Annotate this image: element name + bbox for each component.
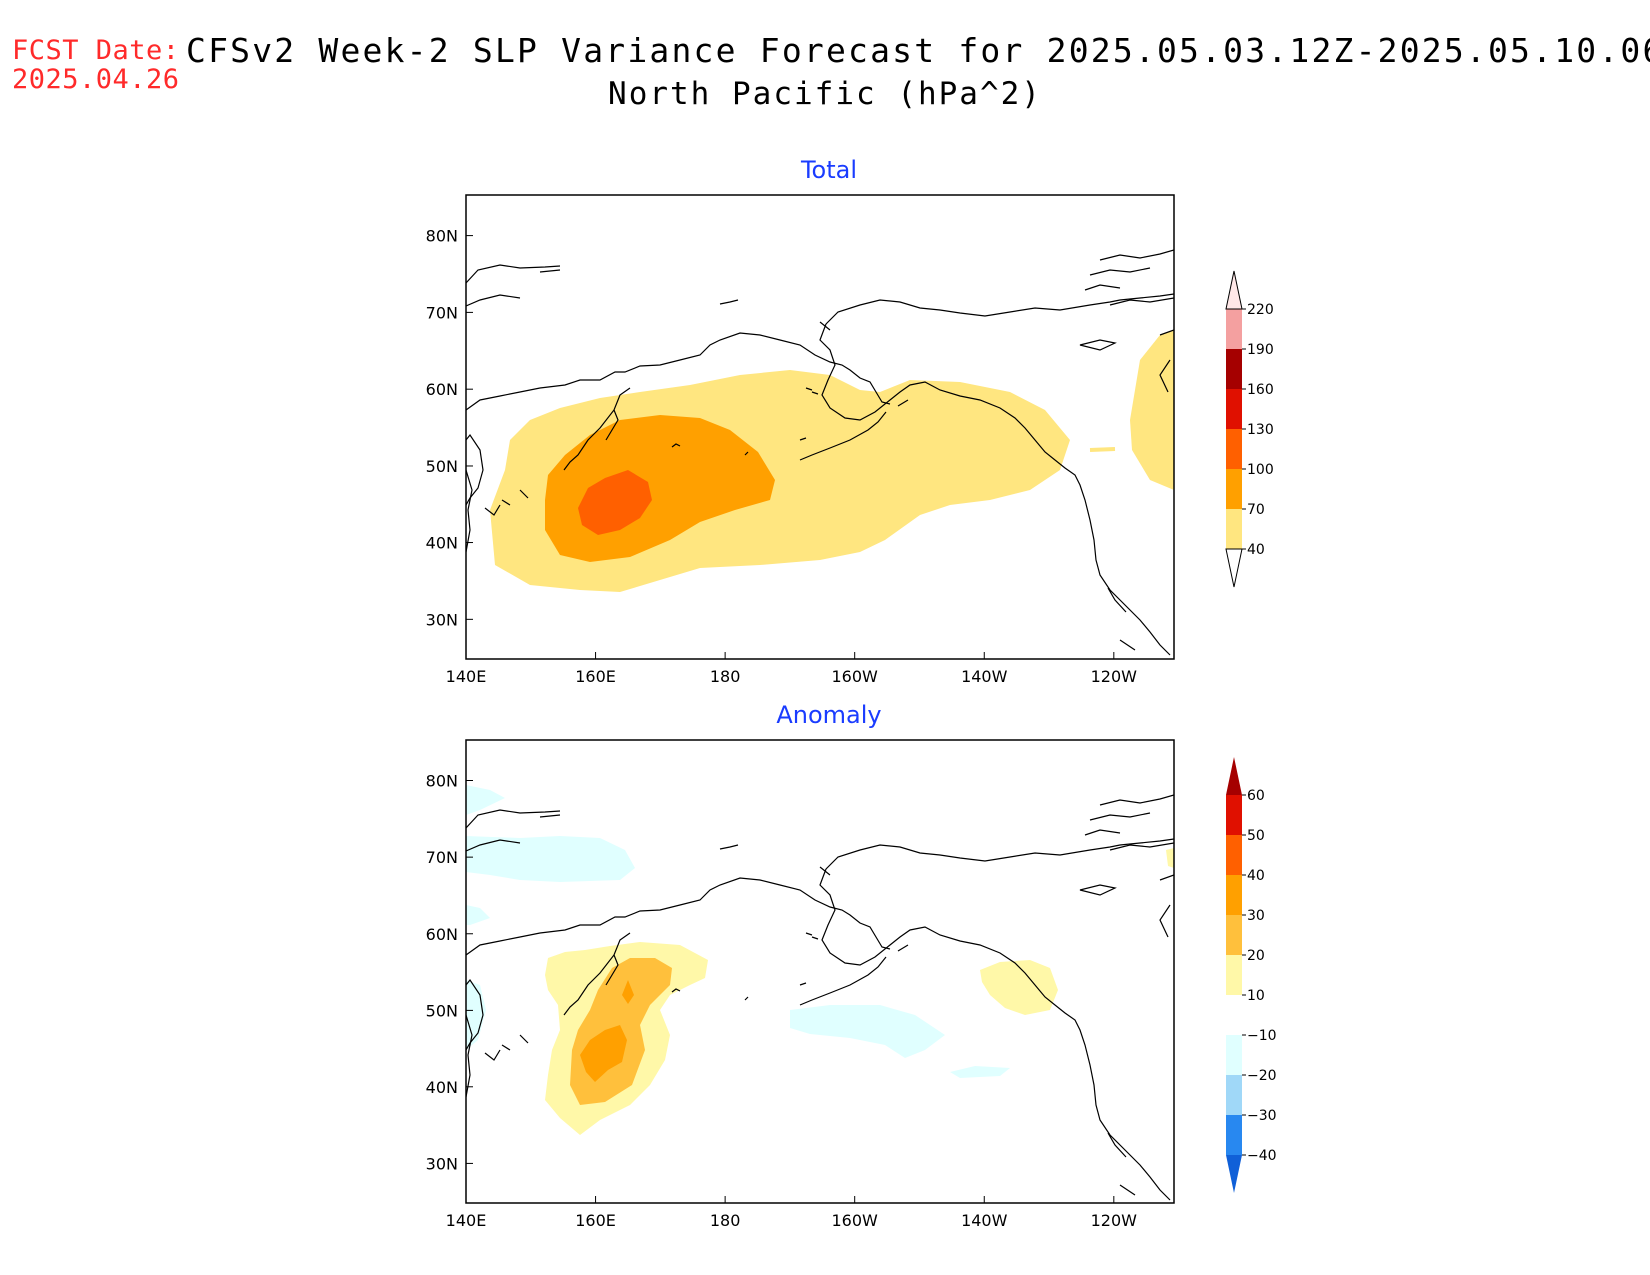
- anomaly-pos-30: [580, 1025, 627, 1082]
- lon-tick-label: 160W: [832, 1211, 879, 1230]
- lat-tick-label: 40N: [426, 1078, 458, 1097]
- colorbar-label: −30: [1247, 1108, 1277, 1124]
- colorbar-label: 160: [1247, 382, 1274, 398]
- lon-tick-label: 140W: [961, 667, 1008, 686]
- colorbar-arrow-bottom: [1226, 1155, 1242, 1193]
- lat-tick-label: 80N: [426, 227, 458, 246]
- colorbar-label: −10: [1247, 1028, 1277, 1044]
- lon-tick-label: 160E: [575, 667, 616, 686]
- lon-tick-label: 120W: [1091, 667, 1138, 686]
- colorbar-segment: [1226, 1035, 1242, 1075]
- fcst-date-caption: FCST Date:: [12, 35, 180, 66]
- colorbar-segment: [1226, 349, 1242, 389]
- lat-tick-label: 70N: [426, 303, 458, 322]
- colorbar-segment: [1226, 795, 1242, 835]
- colorbar-segment: [1226, 995, 1242, 1035]
- chart-subtitle: North Pacific (hPa^2): [608, 76, 1042, 112]
- lat-tick-label: 40N: [426, 534, 458, 553]
- colorbar-label: 10: [1247, 988, 1265, 1004]
- fcst-date-value: 2025.04.26: [12, 64, 180, 95]
- colorbar-segment: [1226, 1115, 1242, 1155]
- colorbar-label: 190: [1247, 342, 1274, 358]
- lat-tick-label: 60N: [426, 925, 458, 944]
- colorbar-segment: [1226, 469, 1242, 509]
- lat-tick-label: 50N: [426, 1001, 458, 1020]
- colorbar-label: 100: [1247, 462, 1274, 478]
- chart-title: CFSv2 Week-2 SLP Variance Forecast for 2…: [186, 31, 1650, 70]
- anomaly-pos-10-bc: [980, 960, 1058, 1015]
- panel-title-anomaly: Anomaly: [776, 701, 881, 729]
- colorbar-segment: [1226, 1075, 1242, 1115]
- lat-tick-label: 30N: [426, 610, 458, 629]
- colorbar-segment: [1226, 389, 1242, 429]
- axis-ticks-total: 80N 70N 60N 50N 40N 30N 140E 160E 180 160W 140W 120…: [426, 227, 1138, 686]
- colorbar-arrow-top: [1225, 270, 1243, 310]
- anomaly-neg-gulf: [790, 1005, 945, 1058]
- colorbar-label: 40: [1247, 868, 1265, 884]
- colorbar-segment: [1226, 955, 1242, 995]
- lon-tick-label: 140W: [961, 1211, 1008, 1230]
- anomaly-neg-small: [950, 1066, 1010, 1078]
- colorbar-segment: [1226, 429, 1242, 469]
- lon-tick-label: 180: [710, 667, 741, 686]
- lon-tick-label: 160E: [575, 1211, 616, 1230]
- colorbar-label: 40: [1247, 542, 1265, 558]
- colorbar-label: 30: [1247, 908, 1265, 924]
- colorbar-anomaly: 60 50 40 30 20 10 −10 −20 −30 −40: [1226, 757, 1277, 1193]
- anomaly-neg-arctic: [466, 785, 635, 925]
- colorbar-segment: [1226, 509, 1242, 549]
- axis-ticks-anomaly: 80N 70N 60N 50N 40N 30N 140E 160E 180 160W 140W 120…: [426, 772, 1138, 1230]
- colorbar-label: 70: [1247, 502, 1265, 518]
- lon-tick-label: 120W: [1091, 1211, 1138, 1230]
- lon-tick-label: 160W: [832, 667, 879, 686]
- lon-tick-label: 140E: [446, 1211, 487, 1230]
- panel-anomaly: Anomaly 80N 70N 60N 50N 40N 30N 140E 160E 180 160…: [426, 701, 1277, 1230]
- forecast-date-label: FCST Date: 2025.04.26: [12, 36, 180, 94]
- total-contour-40-east: [1130, 330, 1174, 490]
- panel-title-total: Total: [800, 156, 857, 184]
- map-frame-anomaly: [465, 739, 1175, 1204]
- colorbar-segment: [1226, 915, 1242, 955]
- colorbar-segment: [1226, 835, 1242, 875]
- colorbar-arrow-top: [1226, 757, 1242, 795]
- colorbar-label: 50: [1247, 828, 1265, 844]
- colorbar-arrow-bottom: [1225, 548, 1243, 588]
- colorbar-label: −20: [1247, 1068, 1277, 1084]
- colorbar-label: 130: [1247, 422, 1274, 438]
- total-contour-100: [578, 470, 652, 535]
- colorbar-label: 20: [1247, 948, 1265, 964]
- panel-total: Total 80N 70N 60N 50N 40N 30N 140E 160E 180 160W 1…: [426, 156, 1274, 686]
- colorbar-label: 220: [1247, 302, 1274, 318]
- lat-tick-label: 80N: [426, 772, 458, 791]
- lat-tick-label: 60N: [426, 380, 458, 399]
- lat-tick-label: 50N: [426, 457, 458, 476]
- lon-tick-label: 140E: [446, 667, 487, 686]
- lat-tick-label: 70N: [426, 848, 458, 867]
- colorbar-label: −40: [1247, 1148, 1277, 1164]
- lon-tick-label: 180: [710, 1211, 741, 1230]
- colorbar-segment: [1226, 875, 1242, 915]
- colorbar-total: 220 190 160 130 100 70 40: [1225, 270, 1274, 588]
- colorbar-label: 60: [1247, 788, 1265, 804]
- map-frame-total: [465, 194, 1175, 660]
- colorbar-segment: [1226, 309, 1242, 349]
- lat-tick-label: 30N: [426, 1154, 458, 1173]
